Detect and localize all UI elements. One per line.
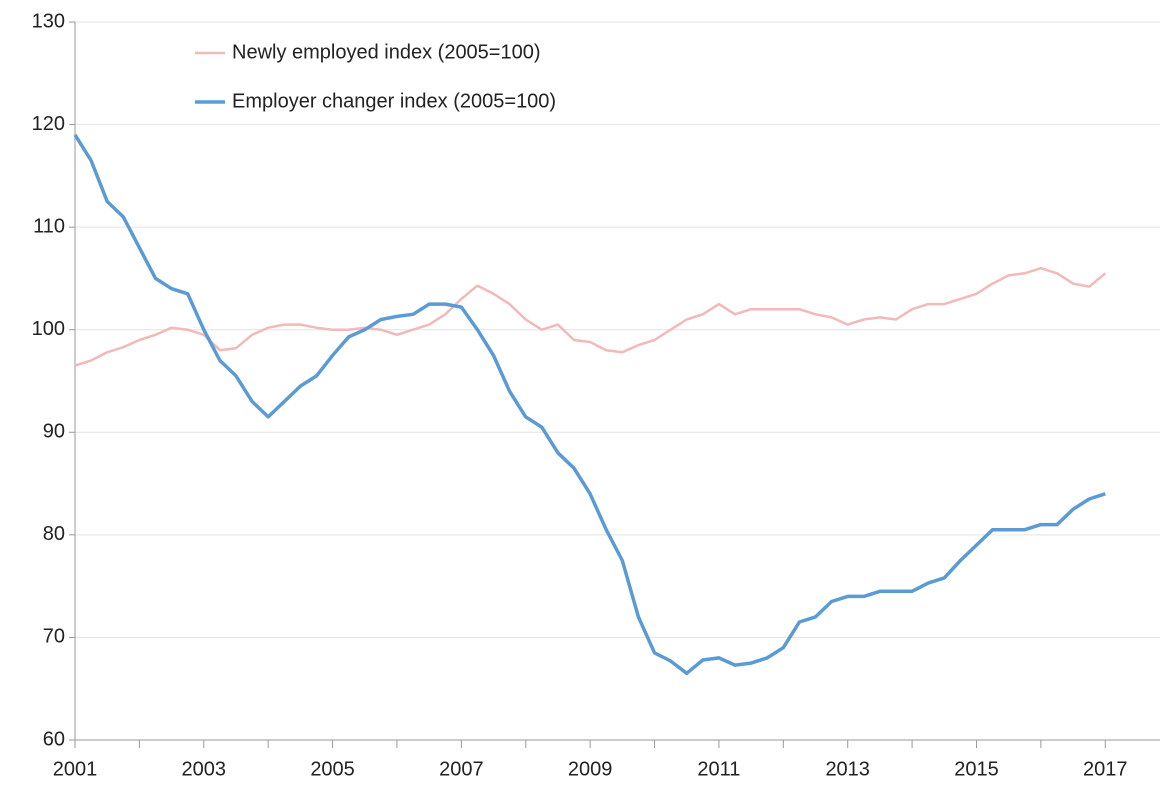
y-tick-label: 60	[43, 728, 65, 750]
y-tick-label: 110	[33, 215, 65, 237]
x-tick-label: 2005	[310, 758, 355, 780]
y-tick-label: 130	[32, 10, 65, 32]
y-tick-label: 90	[43, 421, 65, 443]
legend-label: Newly employed index (2005=100)	[232, 41, 541, 63]
y-tick-label: 70	[43, 626, 65, 648]
x-tick-label: 2001	[53, 758, 98, 780]
x-tick-label: 2009	[568, 758, 613, 780]
x-tick-label: 2013	[825, 758, 870, 780]
x-tick-label: 2011	[697, 758, 740, 780]
legend-label: Employer changer index (2005=100)	[232, 90, 556, 112]
x-tick-label: 2015	[954, 758, 999, 780]
series-line	[74, 266, 1107, 367]
y-tick-label: 120	[32, 113, 65, 135]
x-tick-label: 2003	[182, 758, 227, 780]
y-tick-label: 100	[32, 318, 65, 340]
x-tick-label: 2007	[439, 758, 484, 780]
x-tick-label: 2017	[1083, 758, 1128, 780]
series-line	[73, 133, 1106, 676]
y-tick-label: 80	[43, 523, 65, 545]
